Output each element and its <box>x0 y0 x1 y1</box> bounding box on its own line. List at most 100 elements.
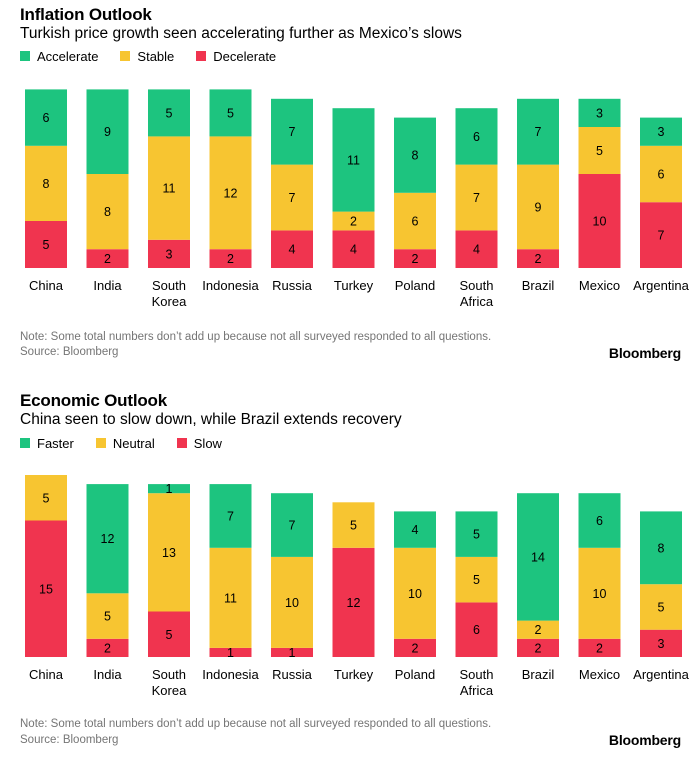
bar-china-neutral <box>25 475 67 521</box>
data-label-china-neutral: 5 <box>43 491 50 505</box>
bar-south-korea-accelerate <box>148 89 190 137</box>
data-label-turkey-decelerate: 4 <box>350 243 357 257</box>
data-label-mexico-accelerate: 3 <box>596 106 603 120</box>
data-label-brazil-stable: 9 <box>535 200 542 214</box>
bar-russia-decelerate <box>271 230 313 268</box>
legend-swatch-neutral <box>95 438 106 448</box>
data-label-brazil-neutral: 2 <box>535 623 542 637</box>
bar-indonesia-decelerate <box>209 249 252 268</box>
legend-label: Slow <box>193 435 222 451</box>
bar-argentina-neutral <box>640 584 682 630</box>
bar-india-slow <box>86 638 129 657</box>
chart-legend: Accelerate Stable Decelerate <box>20 47 298 65</box>
bar-brazil-neutral <box>517 620 559 639</box>
data-label-mexico-slow: 2 <box>596 641 603 655</box>
category-label-poland: Poland <box>395 667 435 682</box>
bar-poland-stable <box>394 192 436 250</box>
data-label-india-faster: 12 <box>101 532 115 546</box>
bar-mexico-slow <box>578 638 621 657</box>
data-label-south-korea-neutral: 13 <box>162 546 176 560</box>
bar-south-africa-slow <box>455 602 498 657</box>
bar-south-korea-slow <box>148 611 190 657</box>
data-label-china-decelerate: 5 <box>43 238 50 252</box>
legend-label: Stable <box>137 48 175 64</box>
bar-indonesia-accelerate <box>209 89 252 137</box>
bar-south-africa-decelerate <box>455 230 498 268</box>
chart-source: Source: Bloomberg <box>20 734 119 746</box>
bar-poland-decelerate <box>394 249 436 268</box>
bar-brazil-faster <box>517 493 559 621</box>
bar-argentina-slow <box>640 629 682 657</box>
data-label-china-slow: 15 <box>39 582 53 596</box>
data-label-indonesia-faster: 7 <box>227 509 234 523</box>
data-label-russia-accelerate: 7 <box>289 125 296 139</box>
data-label-south-africa-neutral: 5 <box>473 573 480 587</box>
bar-south-africa-accelerate <box>455 108 498 165</box>
category-label-india: India <box>93 667 122 682</box>
bar-turkey-neutral <box>332 502 375 548</box>
bar-india-neutral <box>86 593 129 639</box>
data-label-turkey-accelerate: 11 <box>347 153 360 167</box>
category-label-mexico: Mexico <box>579 667 620 682</box>
category-label-poland: Poland <box>395 278 435 293</box>
data-label-argentina-slow: 3 <box>658 637 665 651</box>
bar-poland-neutral <box>394 547 436 639</box>
chart-subtitle: Turkish price growth seen accelerating f… <box>20 25 462 42</box>
bar-india-faster <box>86 484 129 594</box>
data-label-india-decelerate: 2 <box>104 252 111 266</box>
data-label-turkey-neutral: 5 <box>350 519 357 533</box>
category-label-south-africa: Africa <box>460 294 494 309</box>
legend-swatch-accelerate <box>20 51 30 61</box>
category-label-indonesia: Indonesia <box>202 278 259 293</box>
chart-legend: Faster Neutral Slow <box>20 434 244 452</box>
data-label-south-korea-stable: 11 <box>163 182 176 196</box>
bar-brazil-stable <box>517 164 559 250</box>
bar-south-africa-stable <box>455 164 498 231</box>
category-label-china: China <box>29 278 64 293</box>
legend-swatch-slow <box>176 438 187 448</box>
legend-item-decelerate: Decelerate <box>196 49 276 64</box>
legend-swatch-decelerate <box>196 51 207 61</box>
data-label-india-stable: 8 <box>104 205 111 219</box>
bar-turkey-stable <box>332 211 375 231</box>
data-label-south-africa-stable: 7 <box>473 191 480 205</box>
data-label-china-stable: 8 <box>43 177 50 191</box>
legend-item-stable: Stable <box>120 49 174 64</box>
bar-brazil-slow <box>517 638 559 657</box>
data-label-indonesia-neutral: 11 <box>224 591 237 605</box>
data-label-argentina-accelerate: 3 <box>658 125 665 139</box>
category-label-south-africa: Africa <box>460 683 494 698</box>
category-label-south-korea: South <box>152 278 186 293</box>
data-label-argentina-neutral: 5 <box>658 600 665 614</box>
legend-label: Accelerate <box>37 48 99 64</box>
data-label-south-korea-faster: 1 <box>166 482 173 496</box>
bar-mexico-decelerate <box>578 174 621 268</box>
chart-title: Economic Outlook <box>20 391 167 410</box>
data-label-indonesia-accelerate: 5 <box>227 106 234 120</box>
bar-turkey-decelerate <box>332 230 375 268</box>
category-label-south-korea: Korea <box>152 294 187 309</box>
data-label-india-accelerate: 9 <box>104 125 111 139</box>
category-label-russia: Russia <box>272 667 313 682</box>
bar-mexico-neutral <box>578 547 621 639</box>
data-label-poland-decelerate: 2 <box>412 252 419 266</box>
category-label-south-africa: South <box>460 278 494 293</box>
data-label-poland-faster: 4 <box>412 523 419 537</box>
bar-china-slow <box>25 520 67 657</box>
data-label-south-africa-slow: 6 <box>473 623 480 637</box>
legend-swatch-stable <box>120 51 131 61</box>
data-label-south-africa-faster: 5 <box>473 528 480 542</box>
bloomberg-logo: Bloomberg <box>608 345 681 361</box>
bar-mexico-stable <box>578 127 621 174</box>
legend-swatch-faster <box>20 438 30 448</box>
bar-indonesia-stable <box>209 136 252 250</box>
data-label-south-korea-slow: 5 <box>166 628 173 642</box>
bar-china-accelerate <box>25 89 67 146</box>
bar-china-stable <box>25 145 67 221</box>
data-label-brazil-slow: 2 <box>535 641 542 655</box>
bloomberg-logo: Bloomberg <box>608 732 681 748</box>
bar-turkey-slow <box>332 547 375 657</box>
bar-argentina-accelerate <box>640 117 682 146</box>
data-label-mexico-faster: 6 <box>596 514 603 528</box>
bar-india-decelerate <box>86 249 129 268</box>
